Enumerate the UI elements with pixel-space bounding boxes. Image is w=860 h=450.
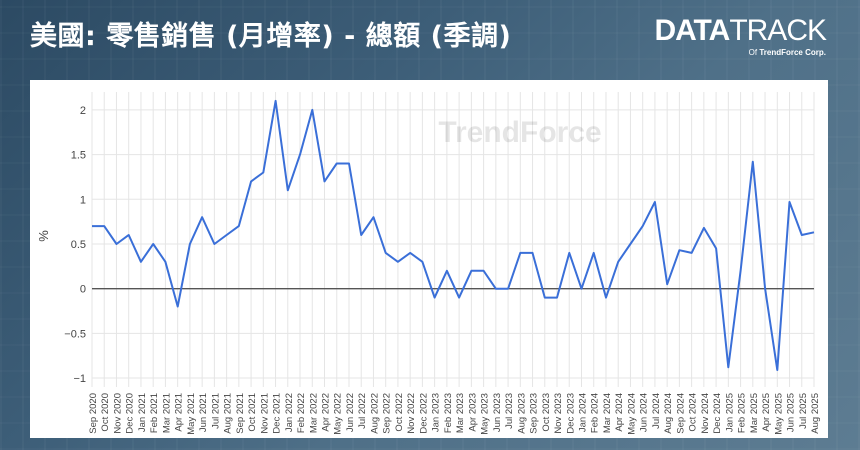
page-title: 美國: 零售銷售 (月增率) - 總額 (季調) — [30, 21, 512, 52]
x-tick-label: Feb 2023 — [443, 393, 454, 433]
x-tick-label: Jun 2024 — [639, 393, 650, 432]
x-tick-label: Apr 2025 — [761, 393, 772, 432]
brand-data-text: DATA — [654, 14, 730, 47]
x-tick-label: Nov 2022 — [406, 393, 417, 434]
x-tick-label: Mar 2023 — [455, 393, 466, 433]
x-tick-label: Apr 2024 — [614, 393, 625, 432]
x-tick-label: Sep 2024 — [675, 393, 686, 434]
x-tick-label: May 2021 — [186, 393, 197, 435]
brand-company-text: TrendForce Corp. — [759, 48, 826, 57]
x-tick-label: May 2023 — [480, 393, 491, 435]
y-tick-label: 2 — [80, 105, 86, 117]
x-tick-label: Jan 2022 — [284, 393, 295, 432]
x-tick-label: Jan 2021 — [137, 393, 148, 432]
x-tick-label: Dec 2022 — [418, 393, 429, 434]
x-tick-label: Jul 2023 — [504, 393, 515, 429]
watermark-text: TrendForce — [438, 116, 601, 149]
x-tick-label: Aug 2025 — [810, 393, 821, 434]
x-tick-label: Mar 2025 — [749, 393, 760, 433]
x-tick-label: May 2024 — [626, 393, 637, 435]
x-tick-label: Aug 2023 — [516, 393, 527, 434]
x-tick-label: Oct 2024 — [688, 393, 699, 432]
x-tick-label: Nov 2024 — [700, 393, 711, 434]
y-axis-label: % — [36, 230, 51, 242]
x-tick-label: Dec 2021 — [272, 393, 283, 434]
x-tick-label: May 2025 — [773, 393, 784, 435]
series-line — [92, 99, 815, 371]
x-tick-label: Mar 2022 — [308, 393, 319, 433]
x-tick-label: Oct 2022 — [394, 393, 405, 432]
x-tick-label: Sep 2023 — [529, 393, 540, 434]
y-ticks: 2 1.5 1 0.5 0 −0.5 −1 — [64, 105, 86, 385]
x-tick-label: Dec 2024 — [712, 393, 723, 434]
line-chart: TrendForce % 21.510.50−0.5−1 Sep 2020 Oct… — [36, 92, 821, 435]
x-tick-label: Jan 2023 — [431, 393, 442, 432]
brand-of-text: Of — [748, 48, 758, 57]
x-tick-label: Jan 2025 — [724, 393, 735, 432]
x-tick-label: Jul 2025 — [798, 393, 809, 429]
series-layer — [92, 99, 815, 371]
x-tick-label: Apr 2022 — [321, 393, 332, 432]
y-tick-label: −1 — [73, 373, 86, 385]
x-tick-label: Mar 2021 — [161, 393, 172, 433]
x-tick-label: Jun 2022 — [345, 393, 356, 432]
x-tick-label: Apr 2023 — [467, 393, 478, 432]
y-tick-label: −0.5 — [64, 328, 86, 340]
x-tick-label: Oct 2021 — [247, 393, 258, 432]
x-tick-label: Jun 2025 — [786, 393, 797, 432]
x-tick-label: Apr 2021 — [174, 393, 185, 432]
x-tick-label: Jun 2021 — [198, 393, 209, 432]
x-tick-label: Oct 2020 — [100, 393, 111, 432]
x-tick-label: Nov 2021 — [259, 393, 270, 434]
x-tick-label: Jul 2024 — [651, 393, 662, 429]
x-tick-label: Sep 2021 — [235, 393, 246, 434]
x-tick-label: May 2022 — [333, 393, 344, 435]
y-tick-label: 1 — [80, 194, 86, 206]
brand-logo: DATATRACK Of TrendForce Corp. — [654, 14, 827, 58]
x-tick-label: Jun 2023 — [492, 393, 503, 432]
x-tick-label: Sep 2022 — [382, 393, 393, 434]
x-tick-label: Dec 2020 — [125, 393, 136, 434]
x-tick-label: Aug 2021 — [223, 393, 234, 434]
x-tick-label: Dec 2023 — [565, 393, 576, 434]
x-tick-label: Sep 2020 — [88, 393, 99, 434]
x-tick-label: Feb 2024 — [590, 393, 601, 433]
brand-track-text: TRACK — [729, 14, 827, 47]
y-tick-label: 0 — [80, 284, 86, 296]
y-tick-label: 0.5 — [71, 239, 86, 251]
y-tick-label: 1.5 — [71, 150, 86, 162]
chart-panel: TrendForce % 2 1.5 1 0.5 0 −0.5 −1 Sep 2020 Oct… — [30, 80, 828, 438]
x-tick-label: Mar 2024 — [602, 393, 613, 433]
x-tick-label: Jul 2021 — [210, 393, 221, 429]
x-tick-label: Feb 2022 — [296, 393, 307, 433]
x-tick-label: Feb 2025 — [737, 393, 748, 433]
x-tick-label: Jul 2022 — [357, 393, 368, 429]
x-tick-label: Jan 2024 — [577, 393, 588, 432]
x-tick-label: Nov 2020 — [112, 393, 123, 434]
x-tick-label: Aug 2024 — [663, 393, 674, 434]
x-ticks: Sep 2020 Oct 2020 Nov 2020 Dec 2020 Jan 2021… — [88, 393, 821, 435]
x-tick-label: Oct 2023 — [541, 393, 552, 432]
x-tick-label: Aug 2022 — [369, 393, 380, 434]
x-tick-label: Nov 2023 — [553, 393, 564, 434]
x-tick-label: Feb 2021 — [149, 393, 160, 433]
grid-layer — [91, 92, 815, 387]
